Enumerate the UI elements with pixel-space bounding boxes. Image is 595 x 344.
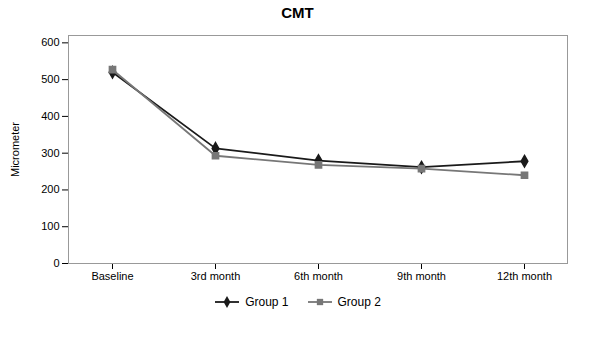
svg-text:0: 0	[53, 257, 59, 269]
svg-text:300: 300	[41, 147, 59, 159]
svg-text:500: 500	[41, 73, 59, 85]
svg-text:100: 100	[41, 220, 59, 232]
svg-text:3rd month: 3rd month	[191, 270, 241, 282]
svg-text:600: 600	[41, 36, 59, 48]
svg-text:400: 400	[41, 110, 59, 122]
svg-text:12th month: 12th month	[497, 270, 552, 282]
svg-text:Baseline: Baseline	[91, 270, 133, 282]
svg-text:Micrometer: Micrometer	[9, 122, 21, 177]
svg-text:6th month: 6th month	[294, 270, 343, 282]
svg-text:9th month: 9th month	[397, 270, 446, 282]
svg-text:200: 200	[41, 183, 59, 195]
html-text:CMT: CMT	[281, 4, 314, 21]
html-text:Group 2: Group 2	[337, 295, 381, 309]
html-text:Group 1: Group 1	[245, 295, 289, 309]
